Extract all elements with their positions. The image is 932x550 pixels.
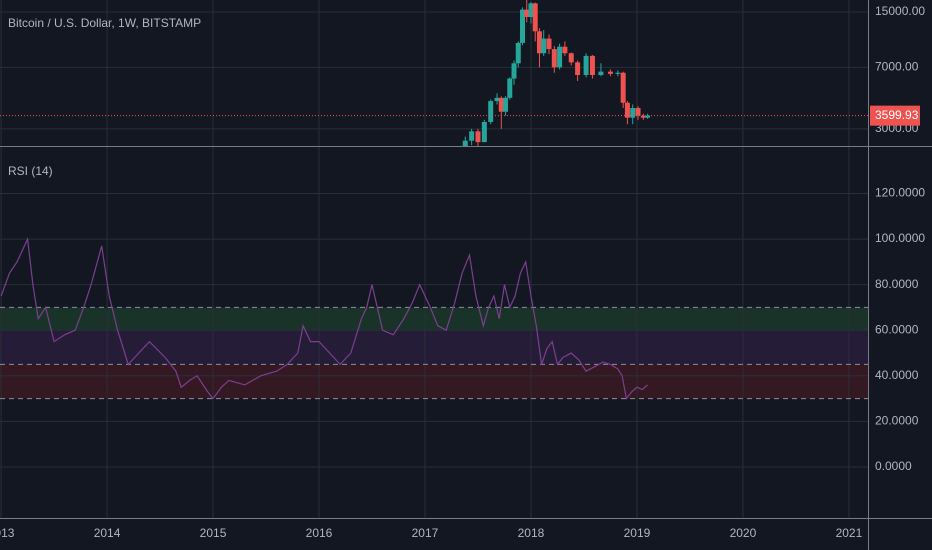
x-tick-label: 2020 [730,526,757,540]
rsi-line [0,236,648,401]
y-tick-label: 120.0000 [875,186,925,200]
candle-body [498,97,504,112]
candle-body [645,115,651,118]
candle-body [583,55,589,76]
candle-body [640,115,646,118]
x-tick-label: 2014 [94,526,121,540]
candle-body [488,101,494,122]
candle-body [557,46,563,68]
y-tick-label: 20.0000 [875,414,919,428]
candle-body [481,121,487,143]
y-tick-label: 7000.00 [875,60,919,74]
axes: 0.0000 20.0000 40.0000 60.0000 80.0000 100.00… [0,4,925,540]
candle-body [532,3,538,32]
candle-body [568,53,574,63]
y-tick-label: 40.0000 [875,368,919,382]
x-tick-label: 2017 [412,526,439,540]
candle-body [519,9,525,43]
candle-body [511,63,517,79]
candle-body [462,140,468,146]
candle-body [598,71,604,76]
candle-body [546,38,552,50]
x-tick-label: 2013 [0,526,15,540]
indicator-title: RSI (14) [8,164,53,178]
candle-body [515,42,521,64]
y-tick-label: 15000.00 [875,4,925,18]
candle-body [615,72,621,74]
last-price-badge [870,105,920,126]
y-tick-label: 60.0000 [875,322,919,336]
rsi-pane [0,147,868,518]
y-tick-label: 0.0000 [875,459,912,473]
x-tick-label: 2016 [306,526,333,540]
candle-body [536,31,542,54]
rsi-band [0,330,868,365]
candle-body [630,107,636,118]
candle-body [624,102,630,118]
candle-body [475,131,481,143]
last-price-label: 3599.93 [875,108,919,122]
x-tick-label: 2018 [518,526,545,540]
candle-body [575,62,581,76]
y-tick-label: 100.0000 [875,231,925,245]
candle-body [607,71,613,74]
candle-body [541,38,547,54]
candle-body [528,3,534,18]
x-tick-label: 2021 [836,526,863,540]
x-tick-label: 2019 [624,526,651,540]
chart-title: Bitcoin / U.S. Dollar, 1W, BITSTAMP [8,16,201,30]
candle-body [562,46,568,54]
candle-body [635,107,641,116]
rsi-band [0,307,868,331]
candle-body [589,55,595,76]
y-tick-label: 80.0000 [875,277,919,291]
candle-body [494,97,500,102]
x-tick-label: 2015 [200,526,227,540]
candle-body [469,131,475,141]
price-pane [0,0,868,146]
candle-body [524,9,530,18]
candle-body [507,78,513,98]
candle-body [503,97,509,112]
candle-body [551,49,557,68]
rsi-band [0,364,868,399]
candle-body [620,72,626,103]
